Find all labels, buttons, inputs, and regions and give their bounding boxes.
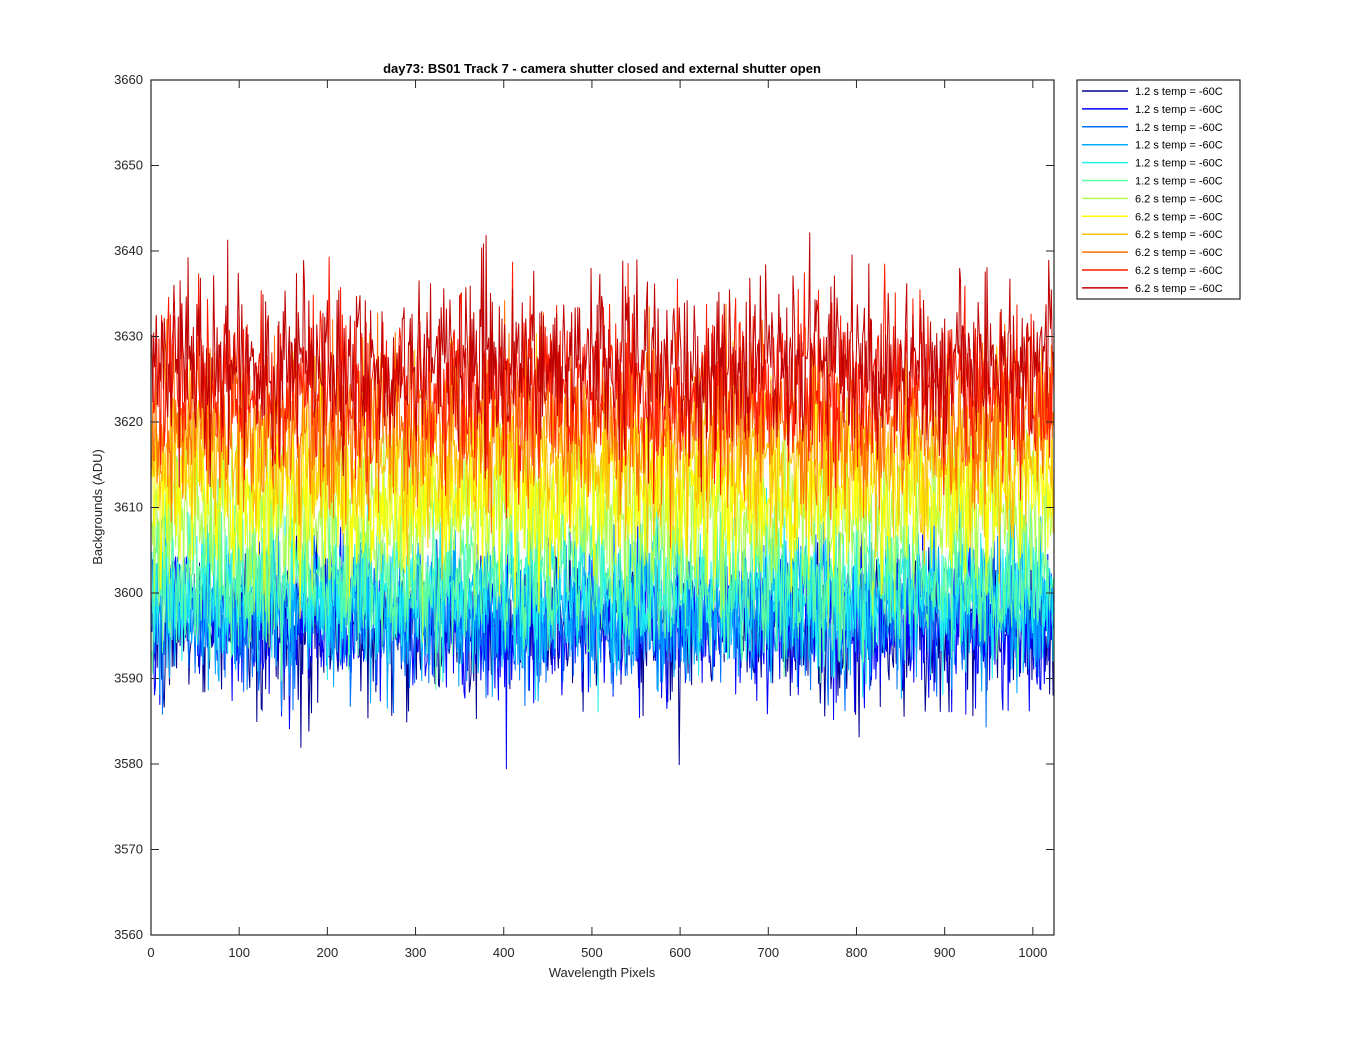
x-tick-label: 600	[669, 945, 691, 960]
x-tick-label: 700	[757, 945, 779, 960]
legend-label: 6.2 s temp = -60C	[1135, 211, 1223, 223]
x-tick-label: 400	[493, 945, 515, 960]
y-tick-label: 3640	[114, 243, 143, 258]
x-axis-label: Wavelength Pixels	[549, 965, 656, 980]
legend-entries: 1.2 s temp = -60C 1.2 s temp = -60C 1.2 s …	[1082, 86, 1223, 295]
y-tick-label: 3600	[114, 585, 143, 600]
y-tick-label: 3580	[114, 756, 143, 771]
legend: 1.2 s temp = -60C 1.2 s temp = -60C 1.2 s …	[1076, 79, 1241, 300]
legend-label: 1.2 s temp = -60C	[1135, 104, 1223, 116]
x-tick-label: 800	[846, 945, 868, 960]
y-tick-label: 3610	[114, 500, 143, 515]
x-tick-label: 0	[147, 945, 154, 960]
legend-label: 1.2 s temp = -60C	[1135, 122, 1223, 134]
y-tick-label: 3590	[114, 671, 143, 686]
legend-label: 1.2 s temp = -60C	[1135, 140, 1223, 152]
series-layer	[151, 232, 1054, 770]
x-tick-label: 300	[405, 945, 427, 960]
legend-label: 6.2 s temp = -60C	[1135, 283, 1223, 295]
y-tick-label: 3560	[114, 927, 143, 942]
x-tick-label: 100	[228, 945, 250, 960]
legend-box	[1076, 79, 1241, 300]
x-tick-label: 500	[581, 945, 603, 960]
y-tick-label: 3570	[114, 842, 143, 857]
x-tick-label: 1000	[1018, 945, 1047, 960]
legend-label: 1.2 s temp = -60C	[1135, 158, 1223, 170]
series-line-12	[151, 232, 1054, 493]
y-axis-label: Backgrounds (ADU)	[90, 449, 105, 565]
y-tick-label: 3660	[114, 72, 143, 87]
y-tick-label: 3650	[114, 158, 143, 173]
legend-label: 6.2 s temp = -60C	[1135, 193, 1223, 205]
legend-label: 6.2 s temp = -60C	[1135, 247, 1223, 259]
legend-label: 1.2 s temp = -60C	[1135, 176, 1223, 188]
y-tick-label: 3620	[114, 414, 143, 429]
x-axis-ticks: 0 100 200 300 400 500 600 700 800 900 1000	[147, 80, 1047, 960]
x-tick-label: 200	[317, 945, 339, 960]
y-axis-ticks: 3560 3570 3580 3590 3600 3610 3620 3630 3640 3650…	[114, 72, 1054, 942]
x-tick-label: 900	[934, 945, 956, 960]
legend-label: 6.2 s temp = -60C	[1135, 265, 1223, 277]
chart-title: day73: BS01 Track 7 - camera shutter clo…	[383, 61, 821, 76]
legend-label: 1.2 s temp = -60C	[1135, 86, 1223, 98]
legend-label: 6.2 s temp = -60C	[1135, 229, 1223, 241]
y-tick-label: 3630	[114, 329, 143, 344]
